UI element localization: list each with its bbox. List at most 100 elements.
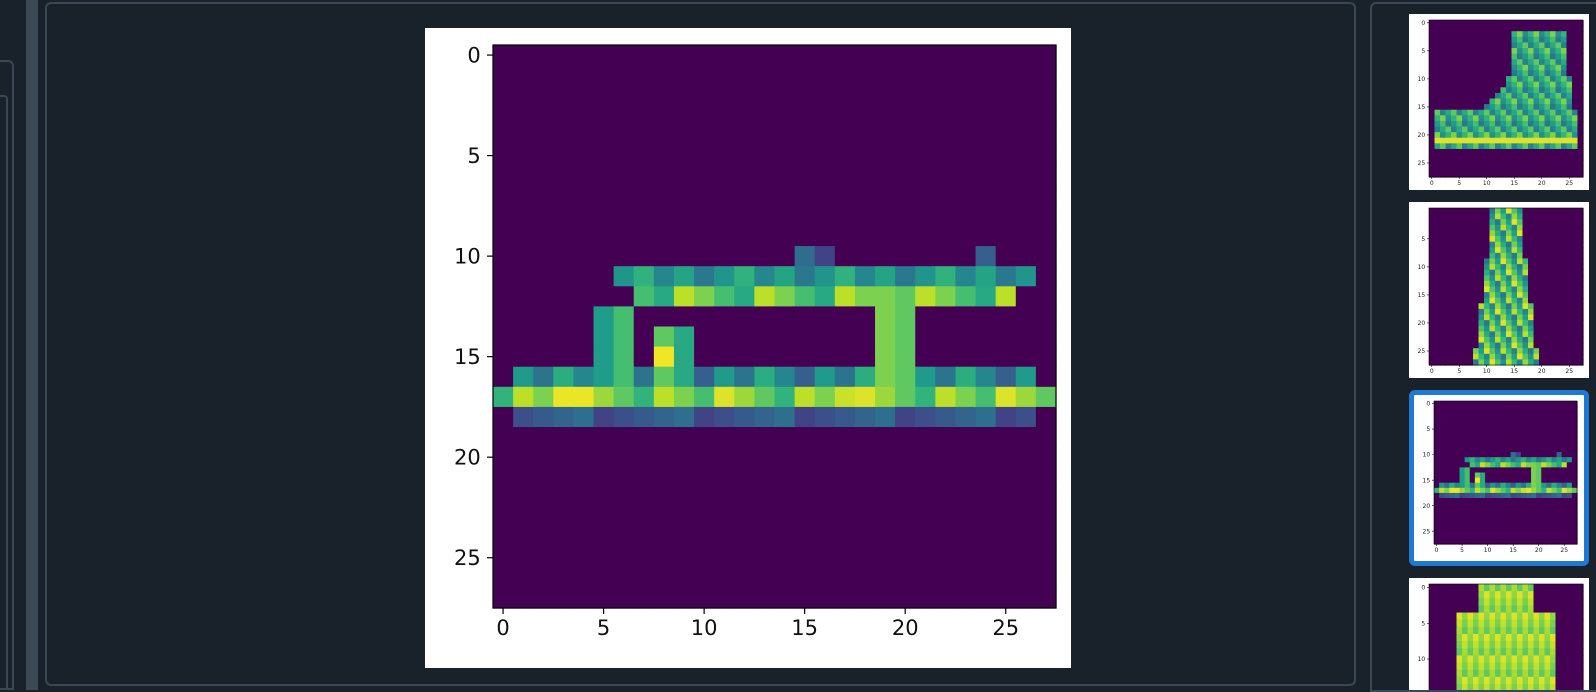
pixel-cell xyxy=(1465,467,1471,473)
pixel-cell xyxy=(1490,275,1496,281)
pixel-cell xyxy=(1454,508,1460,514)
pixel-cell xyxy=(1516,488,1522,494)
pixel-cell xyxy=(1523,247,1529,253)
pixel-cell xyxy=(1567,634,1573,642)
panel-resize-handle[interactable] xyxy=(26,0,38,690)
pixel-cell xyxy=(533,387,554,408)
pixel-cell xyxy=(1495,104,1501,110)
pixel-cell xyxy=(1517,149,1523,155)
pixel-cell xyxy=(1545,230,1551,236)
pixel-cell xyxy=(1556,31,1562,37)
pixel-cell xyxy=(1506,493,1512,499)
pixel-cell xyxy=(815,246,836,267)
pixel-cell xyxy=(1528,684,1534,692)
pixel-cell xyxy=(1557,406,1563,412)
pixel-cell xyxy=(795,105,816,126)
pixel-cell xyxy=(1454,432,1460,438)
pixel-cell xyxy=(1501,65,1507,71)
pixel-cell xyxy=(1528,354,1534,360)
pixel-cell xyxy=(1490,421,1496,427)
pixel-cell xyxy=(1578,584,1584,592)
pixel-cell xyxy=(513,507,534,528)
pixel-cell xyxy=(1435,110,1441,116)
pixel-cell xyxy=(1511,452,1517,458)
pixel-cell xyxy=(1446,166,1452,172)
pixel-cell xyxy=(996,206,1017,227)
pixel-cell xyxy=(1572,214,1578,220)
pixel-cell xyxy=(1528,348,1534,354)
pixel-cell xyxy=(1485,442,1491,448)
pixel-cell xyxy=(976,427,997,448)
pixel-cell xyxy=(1561,331,1567,337)
pixel-cell xyxy=(1556,166,1562,172)
pixel-cell xyxy=(1557,416,1563,422)
pixel-cell xyxy=(1446,37,1452,43)
pixel-cell xyxy=(1528,82,1534,88)
pixel-cell xyxy=(1480,478,1486,484)
pixel-cell xyxy=(1512,87,1518,93)
pixel-cell xyxy=(775,306,796,327)
pixel-cell xyxy=(1451,292,1457,298)
pixel-cell xyxy=(1572,76,1578,82)
pixel-cell xyxy=(1562,427,1568,433)
pixel-cell xyxy=(1444,529,1450,535)
pixel-cell xyxy=(1526,518,1532,524)
pixel-cell xyxy=(1557,478,1563,484)
pixel-cell xyxy=(1435,70,1441,76)
pixel-cell xyxy=(1567,354,1573,360)
pixel-cell xyxy=(1434,452,1440,458)
pixel-cell xyxy=(1501,663,1507,671)
pixel-cell xyxy=(1470,406,1476,412)
pixel-cell xyxy=(815,387,836,408)
pixel-cell xyxy=(1506,208,1512,214)
pixel-cell xyxy=(1572,230,1578,236)
pixel-cell xyxy=(513,467,534,488)
pixel-cell xyxy=(1528,26,1534,32)
pixel-cell xyxy=(1495,620,1501,628)
pixel-cell xyxy=(1561,37,1567,43)
pixel-cell xyxy=(1468,93,1474,99)
pixel-cell xyxy=(935,206,956,227)
pixel-cell xyxy=(1435,149,1441,155)
pixel-cell xyxy=(1539,320,1545,326)
pixel-cell xyxy=(1550,65,1556,71)
pixel-cell xyxy=(1475,493,1481,499)
pixel-cell xyxy=(1435,655,1441,663)
pixel-cell xyxy=(1457,149,1463,155)
pixel-cell xyxy=(1534,337,1540,343)
pixel-cell xyxy=(1501,264,1507,270)
pixel-cell xyxy=(1534,663,1540,671)
pixel-cell xyxy=(1501,76,1507,82)
pixel-cell xyxy=(875,387,896,408)
pixel-cell xyxy=(895,507,916,528)
pixel-cell xyxy=(1429,281,1435,287)
pixel-cell xyxy=(1429,584,1435,592)
pixel-cell xyxy=(1578,48,1584,54)
pixel-cell xyxy=(1490,76,1496,82)
pixel-cell xyxy=(1545,298,1551,304)
pixel-cell xyxy=(553,407,574,428)
pixel-cell xyxy=(1429,337,1435,343)
pixel-cell xyxy=(1501,684,1507,692)
pixel-cell xyxy=(1470,421,1476,427)
pixel-cell xyxy=(1550,87,1556,93)
pixel-cell xyxy=(1523,320,1529,326)
pixel-cell xyxy=(1521,488,1527,494)
pixel-cell xyxy=(1465,478,1471,484)
pixel-cell xyxy=(1562,518,1568,524)
pixel-cell xyxy=(1468,320,1474,326)
pixel-cell xyxy=(875,306,896,327)
pixel-cell xyxy=(1479,230,1485,236)
pixel-cell xyxy=(1462,127,1468,133)
pixel-cell xyxy=(1429,627,1435,635)
pixel-cell xyxy=(674,327,695,348)
pixel-cell xyxy=(1473,634,1479,642)
pixel-cell xyxy=(1539,219,1545,225)
pixel-cell xyxy=(1429,641,1435,649)
pixel-cell xyxy=(1546,411,1552,417)
